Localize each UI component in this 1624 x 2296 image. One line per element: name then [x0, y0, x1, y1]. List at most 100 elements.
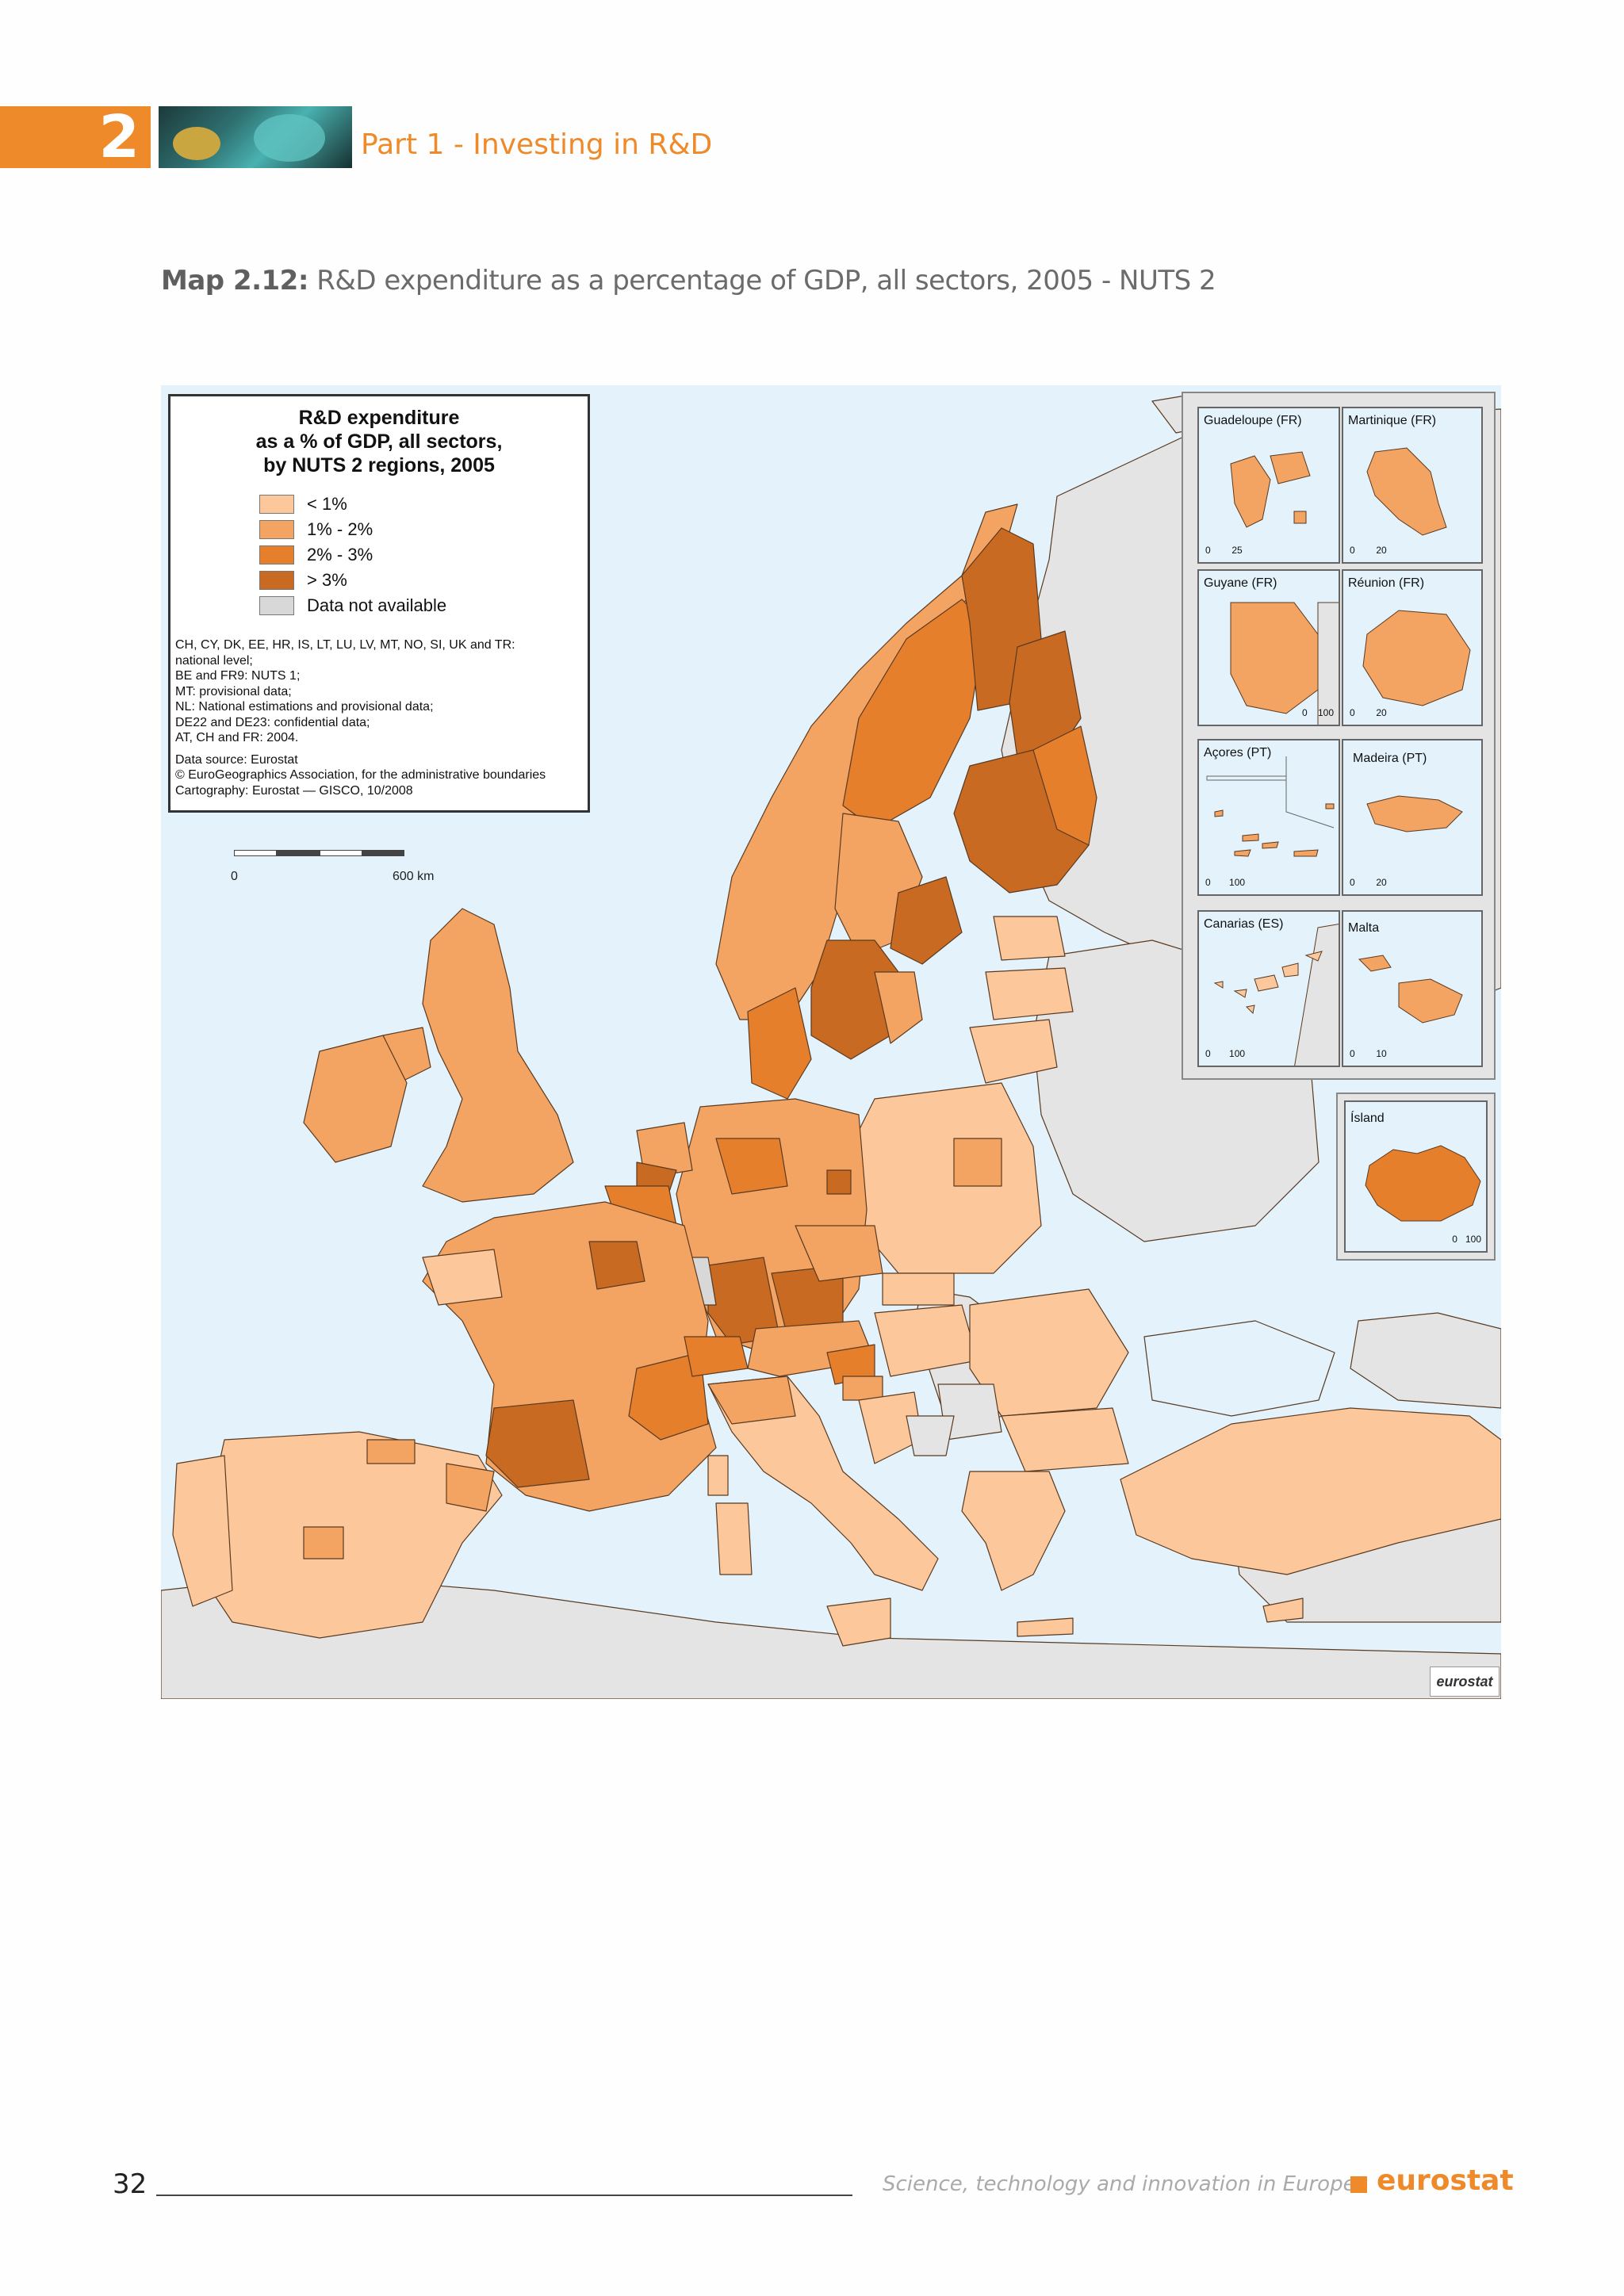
legend-swatch: [259, 520, 294, 539]
inset-label: Guadeloupe (FR): [1204, 414, 1302, 427]
crete: [1017, 1617, 1074, 1637]
inset-scale: 0 100: [1205, 877, 1245, 888]
inset-scale-zero: 0: [1452, 1234, 1457, 1245]
part-title: Part 1 - Investing in R&D: [361, 128, 713, 161]
brand-square-icon: [1350, 2176, 1367, 2193]
united-kingdom: [422, 908, 574, 1203]
inset-scale-end: 20: [1376, 545, 1387, 556]
chapter-number: 2: [98, 103, 140, 171]
inset-madeira: Madeira (PT) 0 20: [1342, 739, 1483, 896]
chapter-photo: [159, 106, 352, 168]
inset-scale: 0 20: [1350, 707, 1387, 718]
inset-canarias: Canarias (ES) 0 100: [1197, 910, 1340, 1067]
inset-label: Canarias (ES): [1204, 917, 1284, 931]
italy: [707, 1376, 939, 1591]
spain-pais-vasco: [366, 1439, 416, 1464]
legend-note: NL: National estimations and provisional…: [175, 700, 434, 714]
inset-scale: 0 25: [1205, 545, 1243, 556]
footer-brand: eurostat: [1377, 2164, 1514, 2197]
inset-reunion: Réunion (FR) 0 20: [1342, 569, 1483, 726]
legend-note: BE and FR9: NUTS 1;: [175, 669, 301, 683]
denmark: [747, 987, 812, 1100]
inset-label: Réunion (FR): [1348, 576, 1425, 590]
inset-scale-zero: 0: [1350, 1048, 1355, 1059]
publication-title: Science, technology and innovation in Eu…: [883, 2172, 1356, 2196]
inset-scale-end: 100: [1465, 1234, 1481, 1245]
legend-label: < 1%: [307, 494, 347, 514]
inset-scale: 0 20: [1350, 877, 1387, 888]
greece: [961, 1471, 1066, 1591]
outermost-regions-panel: Guadeloupe (FR) 0 25 Martinique (FR) 0 2…: [1182, 392, 1496, 1080]
legend-note: AT, CH and FR: 2004.: [175, 731, 299, 744]
lithuania: [969, 1019, 1058, 1084]
legend-label: 1% - 2%: [307, 519, 373, 539]
inset-scale-zero: 0: [1350, 707, 1355, 718]
legend-title-line-1: R&D expenditure: [298, 407, 460, 429]
legend-item: Data not available: [259, 593, 588, 618]
inset-scale: 0 20: [1350, 545, 1387, 556]
switzerland: [684, 1336, 749, 1377]
inset-scale: 0 100: [1302, 707, 1334, 718]
france-midi-pyrenees: [485, 1399, 590, 1488]
spain-madrid: [303, 1526, 344, 1559]
black-sea: [1143, 1320, 1335, 1417]
germany-berlin: [826, 1169, 852, 1195]
inset-scale: 0 10: [1350, 1048, 1387, 1059]
inset-label: Ísland: [1350, 1112, 1385, 1125]
legend-title-line-2: as a % of GDP, all sectors,: [255, 430, 503, 453]
legend-item: 2% - 3%: [259, 542, 588, 568]
legend-sources: Data source: Eurostat © EuroGeographics …: [175, 752, 588, 799]
inset-scale-end: 100: [1317, 707, 1334, 718]
legend-item: < 1%: [259, 492, 588, 517]
france-ile-de-france: [588, 1241, 645, 1290]
inset-label: Açores (PT): [1204, 746, 1272, 760]
legend-title-line-3: by NUTS 2 regions, 2005: [263, 454, 495, 476]
map-title: Map 2.12: R&D expenditure as a percentag…: [161, 265, 1216, 297]
legend-item: > 3%: [259, 568, 588, 593]
inset-guyane: Guyane (FR) 0 100: [1197, 569, 1340, 726]
portugal: [172, 1455, 233, 1607]
turkey: [1120, 1407, 1501, 1575]
poland-mazowieckie: [953, 1138, 1002, 1187]
inset-scale: 0 100: [1205, 1048, 1245, 1059]
legend-label: 2% - 3%: [307, 545, 373, 564]
sardinia: [715, 1502, 753, 1575]
poland: [850, 1082, 1042, 1274]
inset-scale-end: 10: [1376, 1048, 1387, 1059]
caucasus: [1350, 1312, 1501, 1409]
legend-source: Cartography: Eurostat — GISCO, 10/2008: [175, 783, 413, 798]
scale-end-label: 600 km: [393, 870, 435, 883]
france-brittany: [422, 1249, 503, 1306]
map-legend: R&D expenditure as a % of GDP, all secto…: [168, 394, 590, 813]
inset-scale-end: 25: [1231, 545, 1243, 556]
inset-malta: Malta 0 10: [1342, 910, 1483, 1067]
slovakia: [882, 1272, 955, 1306]
legend-note: national level;: [175, 653, 253, 668]
legend-note: DE22 and DE23: confidential data;: [175, 715, 370, 729]
corsica: [707, 1455, 729, 1496]
map-title-label: Map 2.12:: [161, 265, 308, 297]
legend-notes: CH, CY, DK, EE, HR, IS, LT, LU, LV, MT, …: [175, 637, 588, 746]
inset-martinique: Martinique (FR) 0 20: [1342, 407, 1483, 564]
inset-scale-end: 100: [1229, 1048, 1246, 1059]
eurostat-map-logo: eurostat: [1430, 1667, 1500, 1697]
legend-source: Data source: Eurostat: [175, 752, 298, 767]
latvia: [985, 967, 1074, 1020]
footer-rule: [156, 2195, 852, 2196]
legend-swatch: [259, 495, 294, 514]
scale-zero-label: 0: [231, 870, 238, 883]
bosnia: [906, 1415, 955, 1456]
germany-niedersachsen: [715, 1138, 788, 1195]
inset-scale-end: 20: [1376, 707, 1387, 718]
legend-note: MT: provisional data;: [175, 684, 292, 698]
legend-label: > 3%: [307, 570, 347, 590]
sweden-smaland: [874, 971, 923, 1044]
sweden-south: [810, 939, 899, 1060]
legend-swatch: [259, 596, 294, 615]
page-number: 32: [113, 2168, 147, 2200]
slovenia: [842, 1376, 883, 1401]
inset-scale-end: 100: [1229, 877, 1246, 888]
romania: [969, 1288, 1129, 1417]
inset-scale-zero: 0: [1350, 545, 1355, 556]
inset-scale-zero: 0: [1350, 877, 1355, 888]
